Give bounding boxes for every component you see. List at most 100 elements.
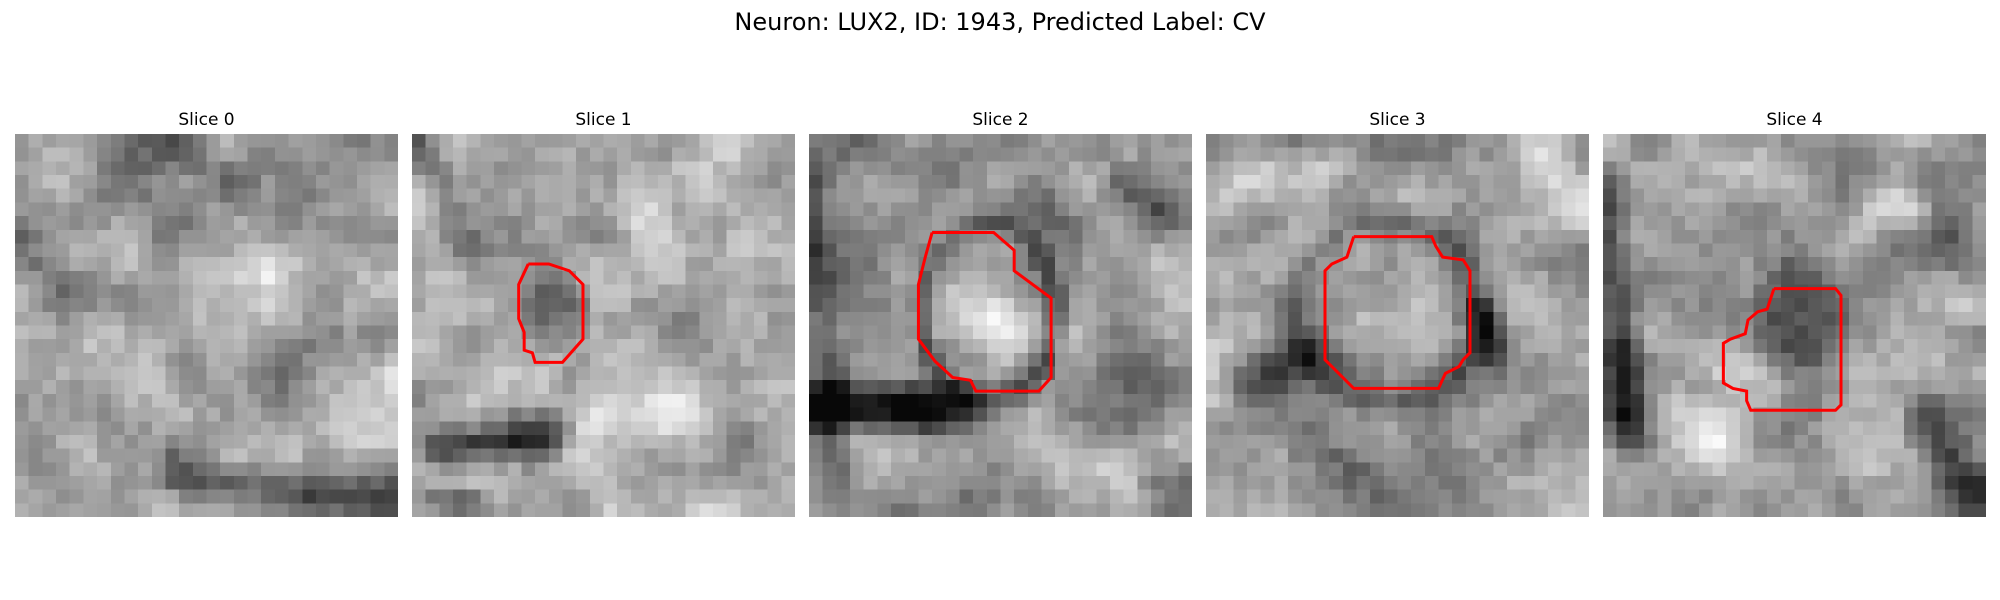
pixel bbox=[1178, 503, 1192, 517]
pixel bbox=[1041, 229, 1056, 244]
pixel bbox=[384, 257, 398, 272]
pixel bbox=[69, 298, 84, 313]
pixel bbox=[781, 475, 795, 490]
pixel bbox=[1644, 352, 1658, 367]
pixel bbox=[1575, 421, 1589, 436]
pixel bbox=[466, 257, 481, 272]
pixel bbox=[1260, 475, 1275, 490]
pixel bbox=[1520, 489, 1535, 504]
pixel bbox=[1247, 489, 1261, 504]
pixel bbox=[1397, 421, 1412, 436]
pixel bbox=[891, 366, 906, 381]
pixel bbox=[1082, 298, 1097, 313]
pixel bbox=[603, 175, 618, 189]
pixel bbox=[1534, 462, 1549, 477]
pixel bbox=[1876, 229, 1891, 244]
pixel bbox=[959, 311, 974, 326]
pixel bbox=[138, 147, 153, 162]
pixel bbox=[1438, 421, 1453, 436]
pixel bbox=[1356, 243, 1371, 258]
pixel bbox=[83, 448, 98, 463]
pixel bbox=[1260, 161, 1275, 176]
pixel bbox=[1520, 270, 1535, 285]
pixel bbox=[658, 284, 673, 299]
pixel bbox=[1726, 489, 1741, 504]
pixel bbox=[1219, 366, 1234, 381]
pixel bbox=[1068, 380, 1083, 395]
pixel bbox=[521, 407, 536, 422]
pixel bbox=[1356, 489, 1371, 504]
pixel bbox=[822, 448, 837, 463]
pixel bbox=[412, 503, 426, 517]
pixel bbox=[110, 188, 125, 203]
pixel bbox=[1917, 503, 1932, 517]
pixel bbox=[453, 188, 467, 203]
pixel bbox=[1958, 366, 1973, 381]
pixel bbox=[1616, 284, 1631, 299]
pixel bbox=[329, 421, 344, 436]
pixel bbox=[809, 325, 823, 340]
pixel bbox=[1506, 352, 1521, 367]
pixel bbox=[1301, 188, 1316, 203]
pixel bbox=[1547, 393, 1562, 408]
pixel bbox=[1219, 243, 1234, 258]
pixel bbox=[891, 311, 906, 326]
pixel bbox=[1014, 462, 1029, 477]
pixel bbox=[1178, 407, 1192, 422]
pixel bbox=[315, 339, 330, 354]
slice-image bbox=[1603, 134, 1986, 517]
pixel bbox=[124, 380, 139, 395]
pixel bbox=[220, 421, 235, 436]
pixel bbox=[1726, 421, 1741, 436]
pixel bbox=[1794, 243, 1809, 258]
pixel bbox=[809, 434, 823, 449]
pixel bbox=[685, 325, 700, 340]
pixel bbox=[1944, 366, 1959, 381]
pixel bbox=[138, 202, 153, 217]
pixel bbox=[1288, 311, 1303, 326]
pixel bbox=[1808, 270, 1823, 285]
pixel bbox=[945, 448, 960, 463]
pixel bbox=[1082, 325, 1097, 340]
pixel bbox=[1630, 434, 1645, 449]
pixel bbox=[781, 216, 795, 231]
pixel bbox=[1356, 366, 1371, 381]
pixel bbox=[1383, 407, 1398, 422]
pixel bbox=[1972, 298, 1986, 313]
pixel bbox=[1465, 229, 1480, 244]
pixel bbox=[753, 352, 768, 367]
pixel bbox=[1835, 188, 1850, 203]
pixel bbox=[685, 462, 700, 477]
pixel bbox=[959, 284, 974, 299]
pixel bbox=[891, 298, 906, 313]
pixel bbox=[1712, 393, 1727, 408]
pixel bbox=[1603, 339, 1617, 354]
pixel bbox=[1274, 175, 1289, 189]
pixel bbox=[220, 366, 235, 381]
pixel bbox=[726, 175, 741, 189]
pixel bbox=[1219, 161, 1234, 176]
pixel bbox=[1109, 216, 1124, 231]
pixel bbox=[1288, 257, 1303, 272]
pixel bbox=[767, 434, 782, 449]
pixel bbox=[1383, 475, 1398, 490]
pixel bbox=[1041, 175, 1056, 189]
pixel bbox=[1123, 352, 1138, 367]
pixel bbox=[42, 421, 57, 436]
pixel bbox=[83, 325, 98, 340]
pixel bbox=[110, 503, 125, 517]
pixel bbox=[1178, 366, 1192, 381]
pixel bbox=[1630, 270, 1645, 285]
pixel bbox=[1137, 380, 1152, 395]
pixel bbox=[836, 366, 851, 381]
pixel bbox=[1027, 352, 1042, 367]
pixel bbox=[1356, 147, 1371, 162]
pixel bbox=[274, 462, 289, 477]
pixel bbox=[671, 462, 686, 477]
pixel bbox=[644, 448, 659, 463]
pixel bbox=[918, 380, 933, 395]
pixel bbox=[1411, 161, 1426, 176]
pixel bbox=[809, 161, 823, 176]
pixel bbox=[671, 380, 686, 395]
pixel bbox=[1849, 311, 1864, 326]
